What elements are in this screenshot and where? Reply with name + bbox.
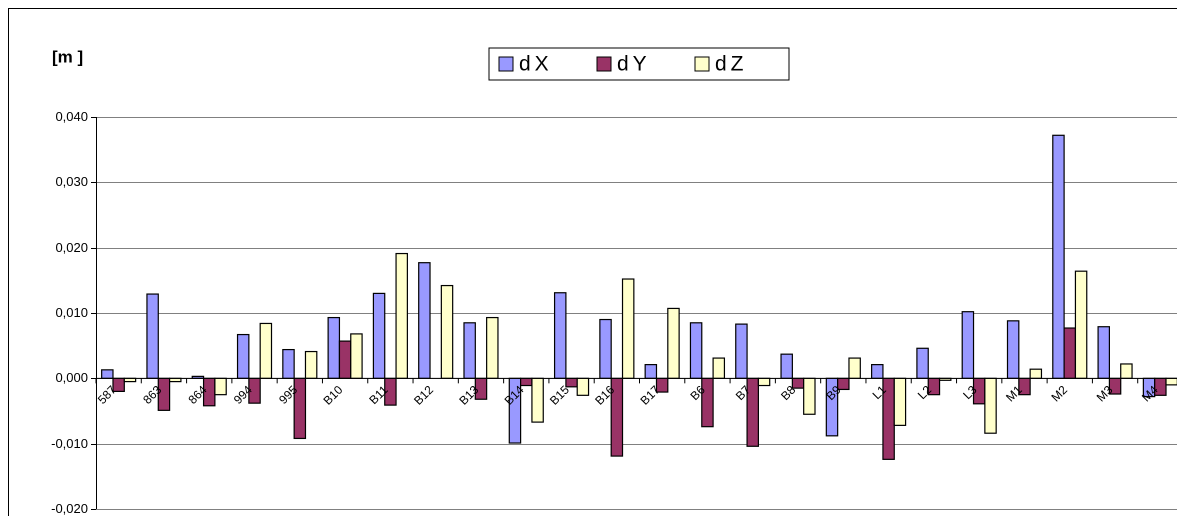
bar — [712, 357, 726, 379]
bar — [871, 364, 884, 379]
bar — [214, 377, 227, 396]
y-axis-label: [m ] — [52, 47, 83, 66]
bar — [803, 377, 816, 415]
bar — [984, 377, 997, 434]
legend-label: dY — [617, 53, 651, 76]
bar — [372, 292, 386, 379]
bar — [463, 322, 476, 379]
y-tick-label: 0,010 — [55, 305, 88, 320]
bar — [1165, 377, 1177, 386]
bar — [350, 333, 363, 379]
bar — [101, 369, 114, 379]
y-tick-label: 0,020 — [55, 240, 88, 255]
bar — [1052, 134, 1065, 379]
bar — [440, 284, 454, 379]
bar — [259, 322, 273, 379]
bar — [327, 316, 341, 379]
bar — [395, 252, 408, 379]
bar — [621, 278, 635, 379]
legend-box — [488, 47, 790, 81]
bar — [1097, 326, 1111, 379]
bar — [1074, 270, 1088, 379]
bar — [486, 316, 499, 379]
legend-swatch — [498, 56, 514, 72]
bar — [916, 347, 929, 379]
y-tick-label: 0,030 — [55, 174, 88, 189]
bar — [531, 377, 544, 423]
bar — [667, 307, 680, 379]
bar — [893, 377, 907, 426]
legend: dX dY dZ — [488, 47, 790, 81]
bar — [1029, 368, 1043, 379]
bar — [961, 311, 975, 379]
legend-label: dZ — [715, 53, 748, 76]
bar — [1006, 320, 1020, 379]
bar — [1063, 327, 1077, 379]
bar — [236, 333, 250, 379]
legend-label: dX — [519, 53, 553, 76]
bar — [520, 377, 533, 387]
y-tick-label: -0,010 — [51, 436, 88, 451]
bar — [757, 377, 771, 387]
y-tick-label: 0,000 — [55, 370, 88, 385]
bar — [1120, 363, 1133, 379]
bar — [599, 318, 612, 379]
bar — [565, 377, 578, 388]
chart-border — [8, 8, 1177, 516]
y-tick-label: 0,040 — [55, 109, 88, 124]
bar — [338, 340, 352, 379]
bar — [689, 322, 703, 379]
bar — [735, 323, 748, 379]
bar — [701, 377, 714, 428]
bar — [780, 353, 793, 379]
y-tick-label: -0,020 — [51, 501, 88, 516]
bar — [848, 357, 861, 379]
legend-swatch — [694, 56, 710, 72]
bar — [576, 377, 590, 396]
bar — [644, 364, 658, 379]
legend-swatch — [596, 56, 612, 72]
bar — [418, 262, 431, 379]
bar — [791, 377, 805, 389]
bar — [146, 293, 159, 379]
bar — [304, 350, 318, 379]
bar — [837, 377, 850, 391]
bar — [293, 377, 307, 440]
bar — [553, 292, 567, 379]
bar — [282, 348, 295, 379]
